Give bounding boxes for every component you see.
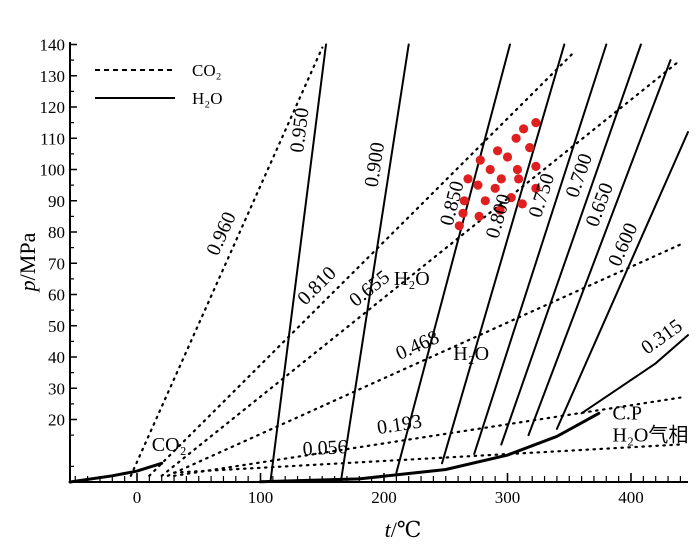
fluid-inclusion-point-6 bbox=[475, 155, 485, 165]
fluid-inclusion-point-23 bbox=[474, 211, 484, 221]
y-tick-label-70: 70 bbox=[48, 254, 65, 273]
fluid-inclusion-point-12 bbox=[463, 174, 473, 184]
annotation-5: H₂O气相 bbox=[613, 423, 689, 446]
annotation-1: H₂O bbox=[394, 268, 430, 290]
fluid-inclusion-point-22 bbox=[458, 208, 468, 218]
fluid-inclusion-point-4 bbox=[525, 143, 535, 153]
isochore-label-h2o-0750: 0.750 bbox=[524, 171, 559, 221]
isochore-label-co2-0193: 0.193 bbox=[376, 410, 424, 439]
y-axis-title: p/MPa bbox=[15, 232, 40, 293]
isochore-lines bbox=[68, 43, 689, 484]
annotation-3: CO₂ bbox=[152, 434, 187, 456]
annotation-2: H₂O bbox=[453, 343, 489, 365]
fluid-inclusion-point-24 bbox=[454, 221, 464, 231]
x-axis-unit: /℃ bbox=[391, 517, 422, 542]
series-co2-0-960 bbox=[129, 46, 324, 477]
fluid-inclusion-point-7 bbox=[502, 152, 513, 162]
y-tick-label-80: 80 bbox=[48, 223, 65, 242]
fluid-inclusion-point-9 bbox=[531, 161, 541, 171]
fluid-inclusion-point-14 bbox=[473, 180, 483, 190]
isochore-label-h2o-0315: 0.315 bbox=[637, 315, 686, 359]
fluid-inclusion-point-20 bbox=[517, 199, 527, 209]
fluid-inclusion-point-13 bbox=[514, 174, 524, 184]
y-tick-label-120: 120 bbox=[40, 98, 66, 117]
fluid-inclusion-point-8 bbox=[512, 164, 523, 175]
y-tick-label-50: 50 bbox=[48, 317, 65, 336]
series-co2-0-056 bbox=[173, 443, 682, 474]
x-tick-label-0: 0 bbox=[133, 488, 142, 507]
isochore-label-co2-0810: 0.810 bbox=[293, 262, 340, 309]
series-h2o-0-650 bbox=[527, 59, 672, 437]
series-h2o-0-800 bbox=[441, 43, 566, 465]
x-axis-title: t/℃ bbox=[385, 517, 422, 542]
y-tick-label-140: 140 bbox=[40, 36, 66, 55]
series-co2-saturation-curve bbox=[68, 461, 164, 484]
series-h2o-0-315 bbox=[580, 334, 689, 415]
series-h2o-0-750 bbox=[473, 43, 608, 455]
isochore-label-h2o-0650: 0.650 bbox=[581, 180, 617, 230]
legend-h2o-label: H₂O bbox=[192, 89, 222, 108]
fluid-inclusion-point-10 bbox=[485, 164, 495, 175]
x-tick-label-400: 400 bbox=[618, 488, 644, 507]
y-axis-variable: p bbox=[15, 280, 40, 293]
x-axis-variable: t bbox=[385, 517, 392, 542]
y-tick-label-20: 20 bbox=[48, 411, 65, 430]
fluid-inclusion-point-18 bbox=[480, 196, 490, 206]
series-h2o-0-850 bbox=[395, 43, 511, 474]
y-tick-label-100: 100 bbox=[40, 161, 66, 180]
fluid-inclusion-point-16 bbox=[531, 183, 541, 193]
x-tick-label-300: 300 bbox=[495, 488, 521, 507]
y-tick-label-30: 30 bbox=[48, 379, 65, 398]
x-tick-label-100: 100 bbox=[248, 488, 274, 507]
series-h2o-0-600 bbox=[555, 131, 689, 430]
isochore-label-co2-0468: 0.468 bbox=[392, 326, 442, 365]
isochore-label-h2o-0900: 0.900 bbox=[361, 141, 390, 189]
series-co2-0-810 bbox=[148, 49, 577, 477]
series-h2o-0-700 bbox=[500, 43, 642, 446]
fluid-inclusion-point-19 bbox=[459, 196, 469, 206]
isochore-label-h2o-0600: 0.600 bbox=[604, 220, 643, 270]
y-tick-label-40: 40 bbox=[48, 348, 65, 367]
fluid-inclusion-point-17 bbox=[506, 193, 516, 203]
fluid-inclusion-point-3 bbox=[511, 133, 521, 143]
y-tick-label-110: 110 bbox=[40, 129, 65, 148]
fluid-inclusion-point-15 bbox=[490, 183, 500, 193]
x-tick-label-200: 200 bbox=[371, 488, 397, 507]
series-co2-0-655 bbox=[160, 58, 682, 477]
annotation-4: C.P bbox=[613, 403, 642, 425]
series-h2o-saturation-curve bbox=[259, 411, 601, 484]
y-axis-unit: /MPa bbox=[15, 232, 40, 280]
fluid-inclusion-point-2 bbox=[519, 124, 529, 134]
series-h2o-0-950 bbox=[269, 43, 327, 483]
legend: CO₂ H₂O bbox=[95, 61, 222, 108]
legend-co2-label: CO₂ bbox=[192, 61, 222, 80]
isochore-label-h2o-0950: 0.950 bbox=[286, 106, 313, 153]
y-tick-label-130: 130 bbox=[40, 67, 66, 86]
isochore-label-co2-0960: 0.960 bbox=[202, 209, 240, 259]
series-co2-0-468 bbox=[166, 243, 682, 477]
fluid-inclusion-point-1 bbox=[531, 118, 541, 128]
y-tick-label-60: 60 bbox=[48, 286, 65, 305]
fluid-inclusion-point-11 bbox=[496, 174, 506, 184]
fluid-inclusion-points bbox=[454, 118, 541, 231]
fluid-inclusion-point-5 bbox=[493, 146, 503, 156]
series-h2o-0-900 bbox=[339, 43, 410, 483]
isochore-label-co2-0056: 0.056 bbox=[302, 436, 348, 460]
fluid-inclusion-point-21 bbox=[495, 205, 505, 215]
series-co2-0-193 bbox=[173, 396, 682, 477]
axes: 20 30 40 50 60 70 80 90 100 110 120 130 140 0 100 200 30… bbox=[40, 36, 688, 507]
y-tick-label-90: 90 bbox=[48, 192, 65, 211]
